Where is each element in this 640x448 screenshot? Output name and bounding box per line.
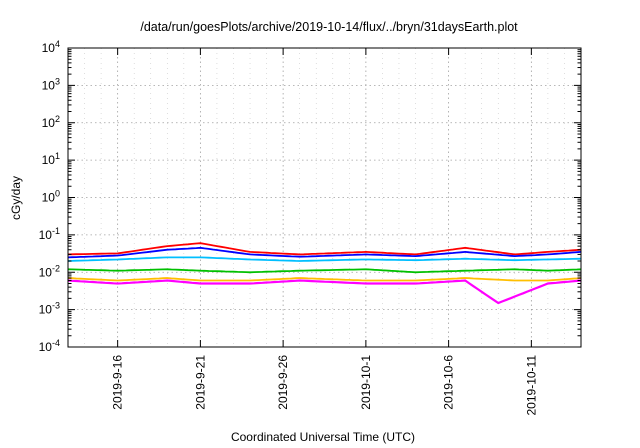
series-line-5 <box>67 277 582 282</box>
x-tick-label: 2019-10-1 <box>359 355 373 410</box>
series-line-2 <box>67 246 582 259</box>
x-tick-label: 2019-10-11 <box>524 355 538 416</box>
x-tick-label: 2019-9-21 <box>193 355 207 410</box>
x-tick-label: 2019-10-6 <box>442 355 456 410</box>
series-line-4 <box>67 268 582 274</box>
x-tick-label: 2019-9-26 <box>276 355 290 410</box>
series-layer <box>67 242 582 305</box>
x-axis: 2019-9-16 2019-9-21 2019-9-26 2019-10-1 2019… <box>111 48 538 416</box>
x-tick-label: 2019-9-16 <box>111 355 125 410</box>
series-line-1 <box>67 242 582 256</box>
series-line-3 <box>67 256 582 262</box>
grid <box>67 48 582 347</box>
y-axis-label: cGy/day <box>9 176 23 220</box>
chart-title: /data/run/goesPlots/archive/2019-10-14/f… <box>140 20 518 34</box>
series-line-6 <box>67 279 582 305</box>
x-axis-label: Coordinated Universal Time (UTC) <box>231 430 415 444</box>
